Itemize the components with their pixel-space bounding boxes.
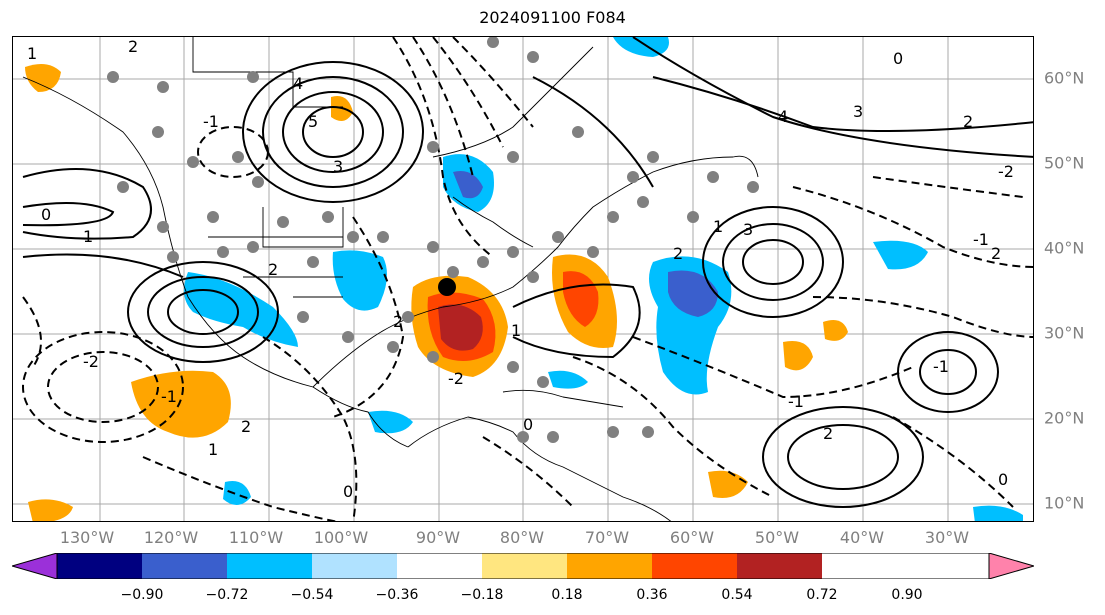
colorbar-tick-label: −0.18 xyxy=(460,587,504,603)
lon-label: 110°W xyxy=(228,528,284,547)
colorbar-tick-label: 0.54 xyxy=(721,587,753,603)
contour-label: 2 xyxy=(241,417,251,436)
contour-label: -1 xyxy=(161,387,177,406)
colorbar-extend-high xyxy=(988,553,1034,579)
contour-label: 1 xyxy=(83,227,93,246)
lon-label: 100°W xyxy=(313,528,369,547)
shaded-field xyxy=(25,37,1023,521)
contour-label: 5 xyxy=(308,112,318,131)
lon-label: 50°W xyxy=(754,528,800,547)
lat-label: 50°N xyxy=(1044,153,1085,173)
contour-label: 4 xyxy=(778,107,788,126)
colorbar-tick-label: −0.90 xyxy=(120,587,164,603)
colorbar-swatch xyxy=(142,553,227,579)
colorbar-swatch xyxy=(227,553,312,579)
colorbar-extend-low xyxy=(12,553,58,579)
lat-label: 10°N xyxy=(1044,493,1085,513)
graticule xyxy=(13,37,1033,521)
contour-label: 3 xyxy=(333,157,343,176)
map-title: 2024091100 F084 xyxy=(479,8,626,27)
colorbar-swatch xyxy=(57,553,142,579)
contour-label: 1 xyxy=(27,44,37,63)
lat-label: 40°N xyxy=(1044,238,1085,258)
contour-label: -1 xyxy=(788,392,804,411)
colorbar-swatch xyxy=(312,553,397,579)
contour-label: 2 xyxy=(963,112,973,131)
lat-label: 20°N xyxy=(1044,408,1085,428)
map-canvas: 1 2 0 -1 -2 4 5 3 2 0 1 -1 2 3 4 -2 -1 1… xyxy=(13,37,1033,521)
contour-label: 2 xyxy=(268,260,278,279)
contour-label: 1 xyxy=(713,217,723,236)
contour-label: 0 xyxy=(343,482,353,501)
contour-label: -1 xyxy=(203,112,219,131)
lat-label: 60°N xyxy=(1044,68,1085,88)
storm-center-marker xyxy=(438,278,456,296)
contour-label: 3 xyxy=(743,220,753,239)
contour-label: 0 xyxy=(998,470,1008,489)
lon-label: 80°W xyxy=(499,528,545,547)
lon-label: 70°W xyxy=(584,528,630,547)
colorbar-tick-label: −0.72 xyxy=(205,587,249,603)
contour-label: -2 xyxy=(83,352,99,371)
lon-label: 90°W xyxy=(415,528,461,547)
positive-contours xyxy=(22,37,1033,508)
lon-label: 60°W xyxy=(669,528,715,547)
colorbar-swatch xyxy=(567,553,652,579)
contour-label: 2 xyxy=(991,244,1001,263)
station-dots xyxy=(107,37,759,443)
coastlines xyxy=(22,37,759,521)
contour-label: 0 xyxy=(523,415,533,434)
colorbar-swatch xyxy=(397,553,482,579)
contour-label: 0 xyxy=(41,205,51,224)
contour-label: 1 xyxy=(511,321,521,340)
contour-label-layer: 1 2 0 -1 -2 4 5 3 2 0 1 -1 2 3 4 -2 -1 1… xyxy=(27,37,1014,501)
contour-label: 2 xyxy=(823,424,833,443)
lon-label: 130°W xyxy=(59,528,115,547)
contour-label: -2 xyxy=(998,162,1014,181)
contour-label: -1 xyxy=(933,357,949,376)
contour-label: -2 xyxy=(448,369,464,388)
colorbar-tick-label: 0.90 xyxy=(891,587,923,603)
lon-label: 120°W xyxy=(143,528,199,547)
colorbar-swatch xyxy=(652,553,737,579)
lat-label: 30°N xyxy=(1044,323,1085,343)
contour-label: -1 xyxy=(973,230,989,249)
colorbar-tick-label: −0.54 xyxy=(290,587,334,603)
lon-label: 40°W xyxy=(839,528,885,547)
colorbar-frame xyxy=(56,553,990,579)
contour-label: 4 xyxy=(293,74,303,93)
contour-label: 0 xyxy=(893,49,903,68)
colorbar-tick-label: 0.36 xyxy=(636,587,668,603)
contour-label: 1 xyxy=(208,440,218,459)
map-panel: 1 2 0 -1 -2 4 5 3 2 0 1 -1 2 3 4 -2 -1 1… xyxy=(12,36,1034,522)
colorbar xyxy=(12,553,1034,579)
negative-contours xyxy=(22,37,1033,521)
contour-label: 2 xyxy=(673,244,683,263)
colorbar-tick-label: −0.36 xyxy=(375,587,419,603)
colorbar-tick-label: 0.72 xyxy=(806,587,838,603)
lon-label: 30°W xyxy=(924,528,970,547)
contour-label: 2 xyxy=(393,312,403,331)
contour-label: 3 xyxy=(853,102,863,121)
contour-label: 2 xyxy=(128,37,138,56)
colorbar-swatch xyxy=(482,553,567,579)
colorbar-swatch xyxy=(737,553,822,579)
colorbar-tick-label: 0.18 xyxy=(551,587,583,603)
